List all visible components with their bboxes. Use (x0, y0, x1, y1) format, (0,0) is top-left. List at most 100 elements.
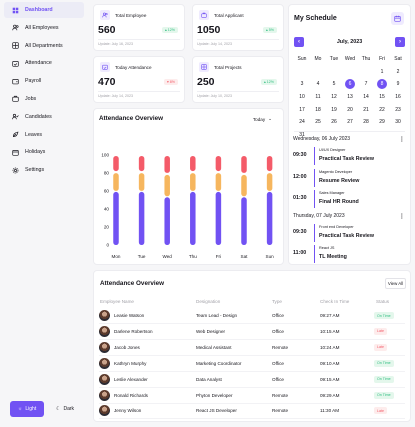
calendar-day[interactable]: 22 (374, 104, 390, 116)
bar-segment (164, 174, 170, 197)
calendar-day[interactable]: 24 (294, 116, 310, 128)
table-row[interactable]: Leslie Alexander Data Analyst Office 09:15 … (94, 372, 410, 388)
table-row[interactable]: Leasie Watson Team Lead - Design Office 09:… (94, 308, 410, 324)
table-row[interactable]: Ronald Richards Phyton Developer Remote 09:… (94, 388, 410, 404)
event-role: Magento Developer (319, 169, 353, 174)
calendar-day[interactable]: 20 (342, 104, 358, 116)
chart-filter-dropdown[interactable]: Today ⌄ (253, 116, 272, 122)
calendar-day[interactable]: 16 (390, 91, 406, 103)
calendar-day[interactable]: 7 (358, 78, 374, 90)
calendar-day[interactable]: 27 (342, 116, 358, 128)
weekday-label: Sun (297, 56, 307, 63)
event-time: 01:30 (293, 195, 307, 201)
stat-title: Total Applicant (214, 12, 244, 18)
sidebar-item-settings[interactable]: Settings (4, 162, 84, 178)
table-row[interactable]: Kathryn Murphy Marketing Coordinator Offic… (94, 356, 410, 372)
calendar-day[interactable]: 11 (310, 91, 326, 103)
calendar-day[interactable]: 18 (310, 104, 326, 116)
sidebar-item-label: Leaves (25, 131, 43, 138)
calendar-day[interactable]: 21 (358, 104, 374, 116)
calendar-day[interactable]: 30 (390, 116, 406, 128)
calendar-day[interactable]: 13 (342, 91, 358, 103)
calendar-day-number: 27 (347, 119, 353, 126)
sidebar-item-all-departments[interactable]: All Departments (4, 38, 84, 54)
calendar-day[interactable]: 25 (310, 116, 326, 128)
stat-header: Total Applicant (193, 5, 283, 20)
calendar-empty (326, 66, 342, 78)
column-header[interactable]: Designation (196, 299, 221, 304)
calendar-day-number: 18 (315, 106, 321, 113)
sidebar-item-dashboard[interactable]: Dashboard (4, 2, 84, 18)
next-month-button[interactable]: › (395, 37, 405, 47)
calendar-day[interactable]: 4 (310, 78, 326, 90)
bar-segment (190, 191, 196, 245)
weekday-label: Fri (379, 56, 385, 63)
schedule-event[interactable]: 01:30 Sales Manager Final HR Round (293, 189, 403, 209)
schedule-event[interactable]: 09:30 Front end Developer Practical Task R… (293, 223, 403, 243)
avatar (99, 373, 110, 385)
calendar-day[interactable]: 10 (294, 91, 310, 103)
calendar-button[interactable] (391, 12, 404, 25)
calendar-day-number: 5 (332, 81, 336, 88)
schedule-event[interactable]: 11:00 React JS TL Meeting (293, 244, 403, 264)
sidebar-item-holidays[interactable]: Holidays (4, 144, 84, 160)
dark-theme-button[interactable]: ☾ Dark (48, 401, 82, 417)
stat-title: Total Employee (115, 12, 147, 18)
sidebar-item-attendance[interactable]: Attendance (4, 55, 84, 71)
calendar-day[interactable]: 28 (358, 116, 374, 128)
sidebar-item-all-employees[interactable]: All Employees (4, 20, 84, 36)
table-row[interactable]: Jenny Wilson React JS Developer Remote 11:3… (94, 403, 410, 420)
status-badge: On Time (374, 375, 394, 383)
week-row: 31 (294, 129, 406, 142)
calendar-day[interactable]: 23 (390, 104, 406, 116)
view-all-button[interactable]: View All (385, 278, 406, 289)
bar-segment (164, 197, 170, 245)
calendar-day[interactable]: 17 (294, 104, 310, 116)
briefcase-icon (12, 95, 19, 103)
sidebar-item-leaves[interactable]: Leaves (4, 127, 84, 143)
calendar-day[interactable]: 31 (294, 129, 310, 141)
calendar-day[interactable]: 2 (390, 66, 406, 78)
column-header[interactable]: Check In Time (320, 299, 350, 304)
column-header[interactable]: Type (272, 299, 282, 304)
calendar-day[interactable]: 29 (374, 116, 390, 128)
schedule-event[interactable]: 09:30 UI/UX Designer Practical Task Review (293, 146, 403, 166)
work-type: Remote (272, 408, 289, 414)
row-divider (99, 338, 405, 340)
bar-segment (138, 156, 145, 172)
calendar-day[interactable]: 9 (390, 78, 406, 90)
calendar-day[interactable]: 19 (326, 104, 342, 116)
calendar-day[interactable]: 6 (342, 78, 358, 90)
calendar-grid: Sun Mo Tue Wed Thu Fri Sat 1 2 3 4 5 6 7 8 9 10 11 12 13 14 1… (294, 53, 406, 141)
calendar-day[interactable]: 15 (374, 91, 390, 103)
calendar-day[interactable]: 8 (374, 78, 390, 90)
more-options-icon[interactable]: · · · (401, 211, 403, 222)
avatar (99, 389, 110, 401)
sidebar: Dashboard All Employees All Departments Att… (4, 2, 84, 423)
calendar-day[interactable]: 14 (358, 91, 374, 103)
schedule-card: My Schedule ‹ July, 2023 › Sun Mo Tue Wed Th… (288, 4, 411, 265)
calendar-day-number: 3 (300, 81, 304, 88)
table-row[interactable]: Jacob Jones Medical Assistant Remote 10:24 … (94, 340, 410, 356)
schedule-event[interactable]: 12:00 Magento Developer Resume Review (293, 168, 403, 188)
calendar-check-icon (12, 60, 19, 67)
sidebar-item-payroll[interactable]: Payroll (4, 73, 84, 89)
sidebar-item-jobs[interactable]: Jobs (4, 91, 84, 107)
trend-up-icon: ▴ (263, 80, 266, 84)
calendar-day[interactable]: 12 (326, 91, 342, 103)
column-header[interactable]: Status (376, 299, 390, 304)
sidebar-item-candidates[interactable]: Candidates (4, 109, 84, 125)
column-header[interactable]: Employee Name (100, 299, 134, 304)
calendar-day[interactable]: 3 (294, 78, 310, 90)
table-row[interactable]: Darlene Robertson Web Designer Office 10:15… (94, 324, 410, 340)
prev-month-button[interactable]: ‹ (294, 37, 304, 47)
calendar-day[interactable]: 1 (374, 66, 390, 78)
light-theme-button[interactable]: ☼ Light (10, 401, 44, 417)
event-role: Front end Developer (319, 224, 354, 229)
more-options-icon[interactable]: · · · (401, 135, 403, 145)
calendar-day[interactable]: 26 (326, 116, 342, 128)
designation: Marketing Coordinator (196, 360, 242, 366)
week-row: 24 25 26 27 28 29 30 (294, 116, 406, 129)
calendar-day[interactable]: 5 (326, 78, 342, 90)
work-type: Office (272, 360, 284, 366)
